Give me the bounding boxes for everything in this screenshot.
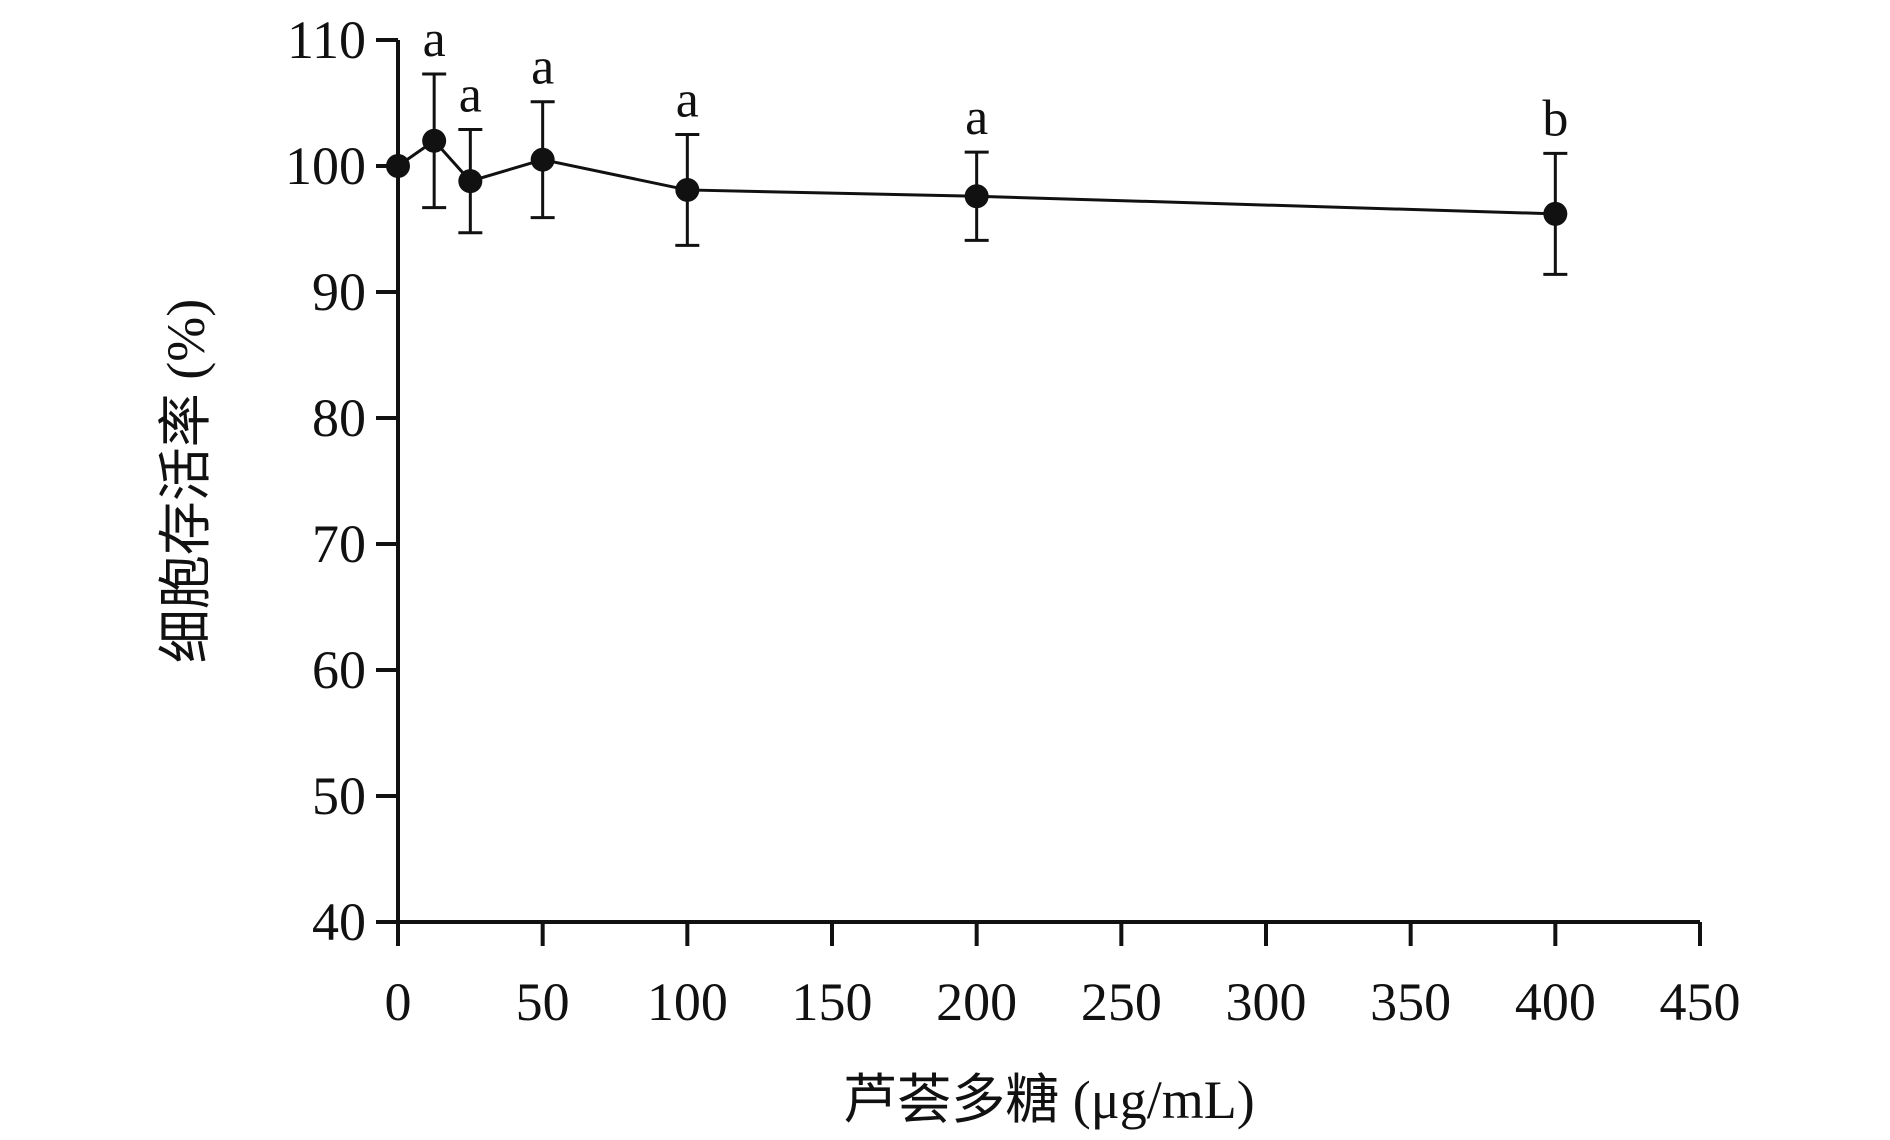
data-point — [386, 154, 410, 178]
data-series — [386, 72, 1568, 276]
x-tick-label: 150 — [792, 972, 873, 1032]
x-axis-title: 芦荟多糖 (μg/mL) — [843, 1070, 1254, 1130]
x-tick-label: 350 — [1370, 972, 1451, 1032]
x-tick-label: 0 — [385, 972, 412, 1032]
y-tick-label: 80 — [312, 388, 366, 448]
data-point — [422, 128, 447, 153]
data-point — [1543, 201, 1568, 226]
y-tick-label: 90 — [312, 262, 366, 322]
y-tick-label: 110 — [287, 10, 366, 70]
data-point — [458, 169, 483, 194]
significance-label: a — [676, 72, 699, 129]
significance-label: b — [1542, 90, 1568, 147]
significance-label: a — [531, 39, 554, 96]
y-tick-label: 60 — [312, 640, 366, 700]
x-tick-label: 300 — [1226, 972, 1307, 1032]
labels: 40 50 60 70 80 90 100 110 0 50 100 150 200 250 300 350 4… — [156, 10, 1741, 1130]
x-tick-label: 50 — [516, 972, 570, 1032]
x-tick-label: 450 — [1660, 972, 1741, 1032]
data-point — [964, 184, 989, 209]
y-tick-label: 50 — [312, 766, 366, 826]
y-tick-label: 100 — [285, 136, 366, 196]
x-tick-label: 250 — [1081, 972, 1162, 1032]
y-tick-label: 70 — [312, 514, 366, 574]
significance-label: a — [965, 89, 988, 146]
x-tick-label: 400 — [1515, 972, 1596, 1032]
data-point — [675, 177, 700, 202]
data-point — [530, 147, 555, 172]
y-axis-title: 细胞存活率 (%) — [156, 299, 216, 663]
x-tick-label: 200 — [936, 972, 1017, 1032]
significance-label: a — [423, 11, 446, 68]
y-tick-label: 40 — [312, 892, 366, 952]
x-tick-label: 100 — [647, 972, 728, 1032]
significance-label: a — [459, 66, 482, 123]
axes — [376, 38, 1702, 946]
